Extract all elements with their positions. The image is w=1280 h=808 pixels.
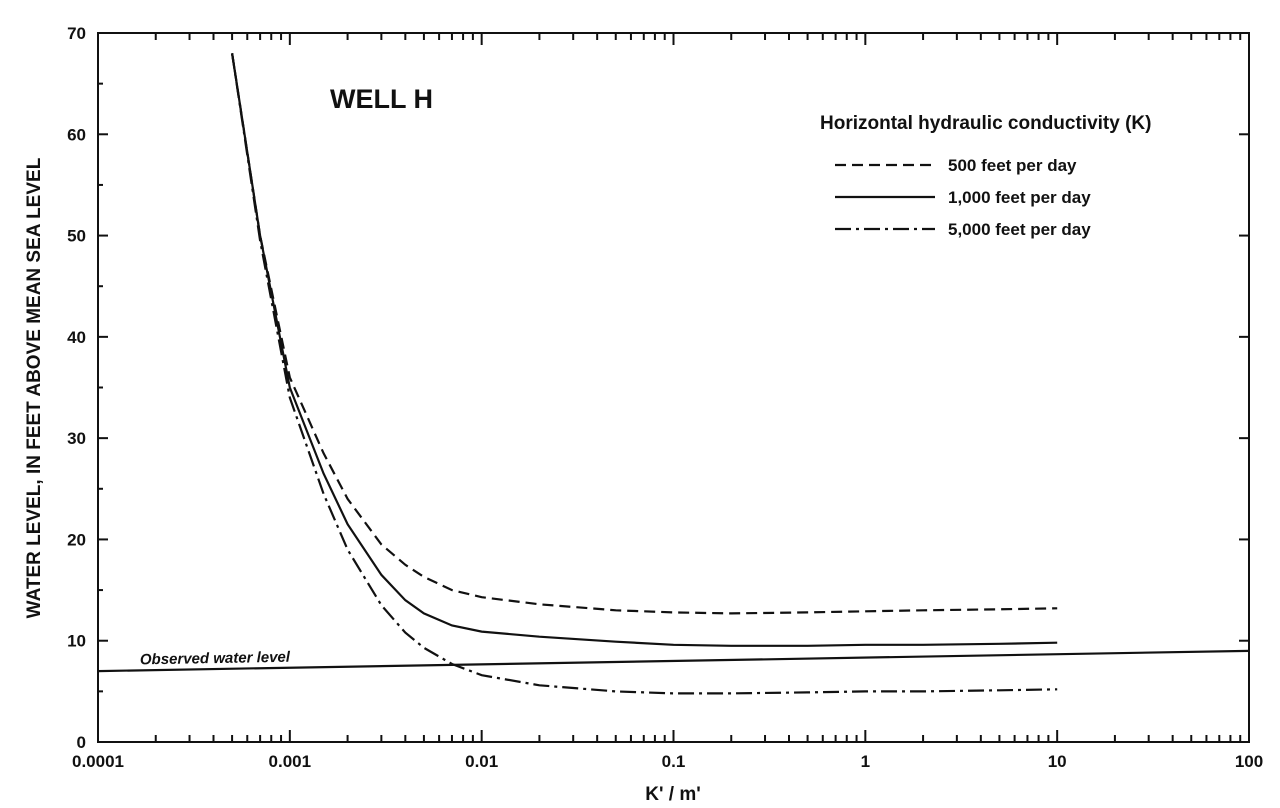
x-axis-label: K' / m' <box>645 784 701 805</box>
y-tick-label: 10 <box>67 632 86 651</box>
x-tick-label: 0.0001 <box>72 752 124 771</box>
x-tick-label: 1 <box>861 752 870 771</box>
x-tick-label: 0.001 <box>269 752 312 771</box>
series-line-2 <box>231 53 1058 647</box>
plot-area: Observed water level <box>97 32 1250 743</box>
series-line-3 <box>231 53 1058 695</box>
legend-entries: 500 feet per day 1,000 feet per day 5,000 … <box>835 156 1091 239</box>
legend-label-3: 5,000 feet per day <box>948 220 1091 239</box>
plot-frame <box>97 32 1250 743</box>
legend-label-1: 500 feet per day <box>948 156 1077 175</box>
annotation-layer: Observed water level <box>97 649 1250 673</box>
axis-ticks <box>97 32 1249 743</box>
y-axis-label: WATER LEVEL, IN FEET ABOVE MEAN SEA LEVE… <box>24 157 45 618</box>
observed-level-line <box>97 649 1250 673</box>
legend-title: Horizontal hydraulic conductivity (K) <box>820 113 1151 134</box>
legend: Horizontal hydraulic conductivity (K) 50… <box>820 113 1151 239</box>
chart-title: WELL H <box>330 84 433 114</box>
x-tick-label: 10 <box>1048 752 1067 771</box>
y-tick-label: 0 <box>77 733 86 752</box>
y-tick-label: 30 <box>67 429 86 448</box>
x-tick-label: 0.1 <box>662 752 686 771</box>
y-tick-label: 70 <box>67 24 86 43</box>
x-tick-label: 0.01 <box>465 752 498 771</box>
legend-label-2: 1,000 feet per day <box>948 188 1091 207</box>
y-tick-labels: 0 10 20 30 40 50 60 70 <box>67 24 86 752</box>
y-tick-label: 20 <box>67 530 86 549</box>
y-tick-label: 50 <box>67 227 86 246</box>
x-tick-label: 100 <box>1235 752 1263 771</box>
observed-level-label: Observed water level <box>140 649 291 669</box>
series-line-1 <box>231 53 1058 615</box>
y-tick-label: 40 <box>67 328 86 347</box>
y-tick-label: 60 <box>67 125 86 144</box>
x-tick-labels: 0.0001 0.001 0.01 0.1 1 10 100 <box>72 752 1263 771</box>
series-layer <box>231 53 1058 695</box>
